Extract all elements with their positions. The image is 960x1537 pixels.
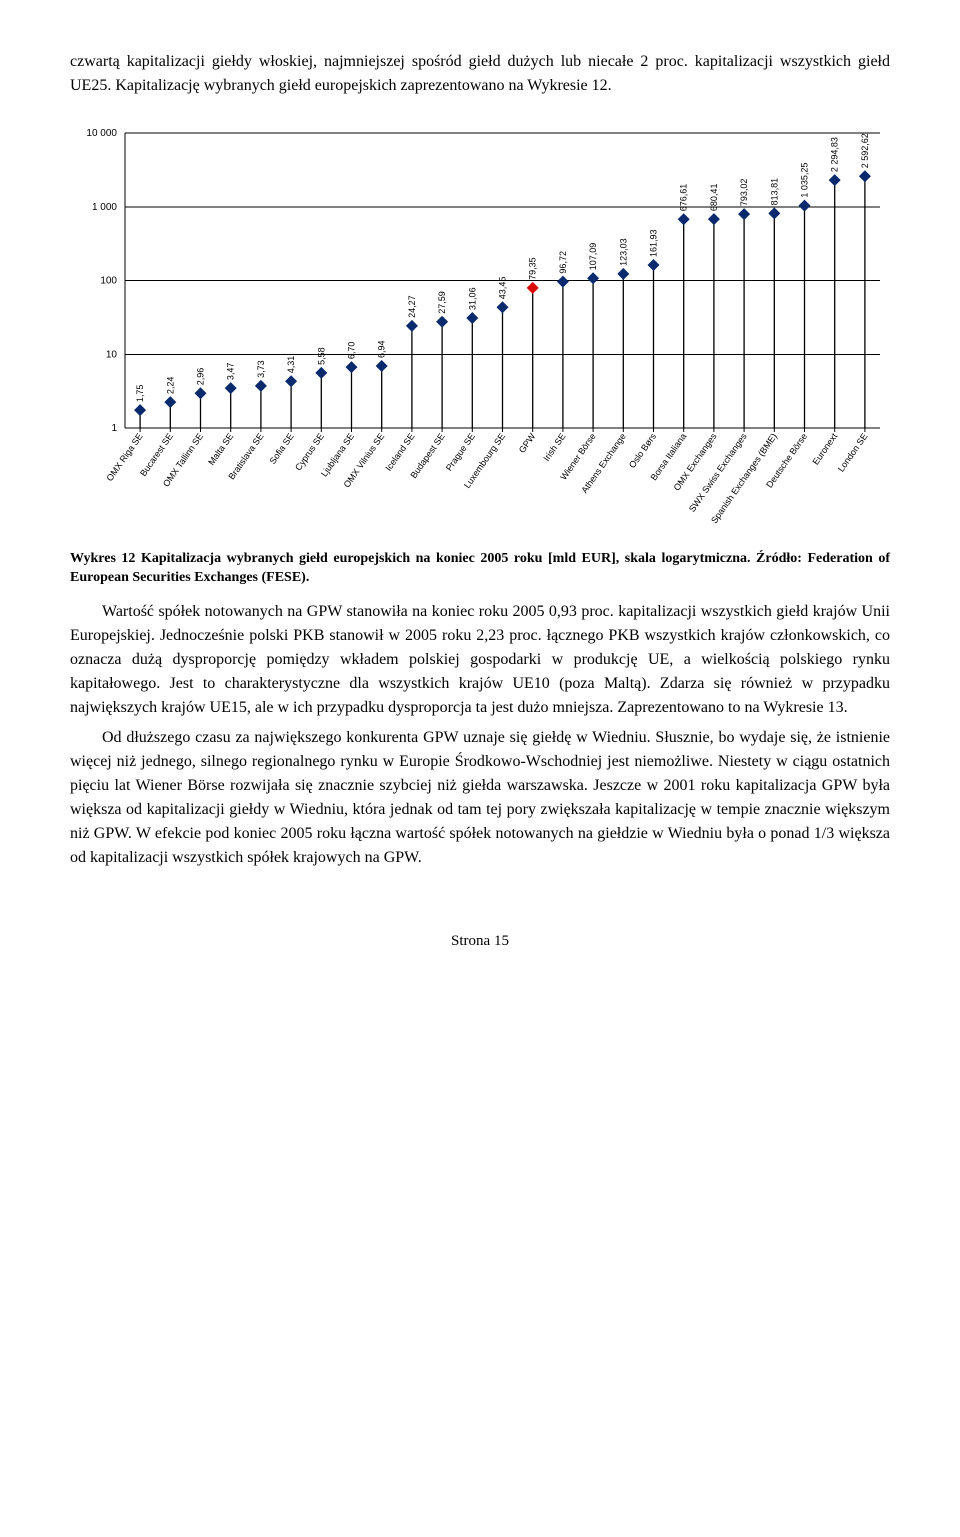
svg-text:1,75: 1,75 <box>135 385 145 403</box>
svg-text:24,27: 24,27 <box>407 295 417 318</box>
svg-text:2 294,83: 2 294,83 <box>830 137 840 172</box>
svg-text:680,41: 680,41 <box>709 184 719 212</box>
svg-text:1 000: 1 000 <box>92 202 117 213</box>
page-footer: Strona 15 <box>70 930 890 953</box>
svg-text:31,06: 31,06 <box>467 287 477 310</box>
svg-text:27,59: 27,59 <box>437 291 447 314</box>
svg-text:96,72: 96,72 <box>558 251 568 274</box>
intro-paragraph: czwartą kapitalizacji giełdy włoskiej, n… <box>70 50 890 98</box>
svg-text:2,96: 2,96 <box>196 368 206 386</box>
svg-text:4,31: 4,31 <box>286 356 296 374</box>
svg-text:2 592,62: 2 592,62 <box>860 133 870 168</box>
svg-text:123,03: 123,03 <box>618 238 628 266</box>
chart-svg: 1101001 00010 0001,75OMX Riga SE2,24Buca… <box>70 118 890 538</box>
svg-text:5,58: 5,58 <box>316 347 326 365</box>
svg-text:100: 100 <box>100 276 117 287</box>
svg-text:79,35: 79,35 <box>528 257 538 280</box>
svg-text:813,81: 813,81 <box>769 178 779 206</box>
svg-text:793,02: 793,02 <box>739 179 749 207</box>
svg-text:10 000: 10 000 <box>86 128 117 139</box>
svg-text:107,09: 107,09 <box>588 243 598 271</box>
svg-text:3,47: 3,47 <box>226 363 236 381</box>
body-paragraph-1: Wartość spółek notowanych na GPW stanowi… <box>70 600 890 720</box>
svg-text:2,24: 2,24 <box>165 377 175 395</box>
chart-caption: Wykres 12 Kapitalizacja wybranych giełd … <box>70 550 890 588</box>
capitalization-chart: 1101001 00010 0001,75OMX Riga SE2,24Buca… <box>70 118 890 538</box>
svg-text:676,61: 676,61 <box>679 184 689 212</box>
svg-text:1 035,25: 1 035,25 <box>800 163 810 198</box>
svg-text:6,70: 6,70 <box>347 342 357 360</box>
svg-text:1: 1 <box>111 423 117 434</box>
svg-text:161,93: 161,93 <box>649 230 659 258</box>
svg-text:3,73: 3,73 <box>256 360 266 378</box>
svg-text:6,94: 6,94 <box>377 340 387 358</box>
svg-text:43,45: 43,45 <box>498 277 508 300</box>
svg-text:10: 10 <box>106 349 118 360</box>
body-paragraph-2: Od dłuższego czasu za największego konku… <box>70 726 890 870</box>
